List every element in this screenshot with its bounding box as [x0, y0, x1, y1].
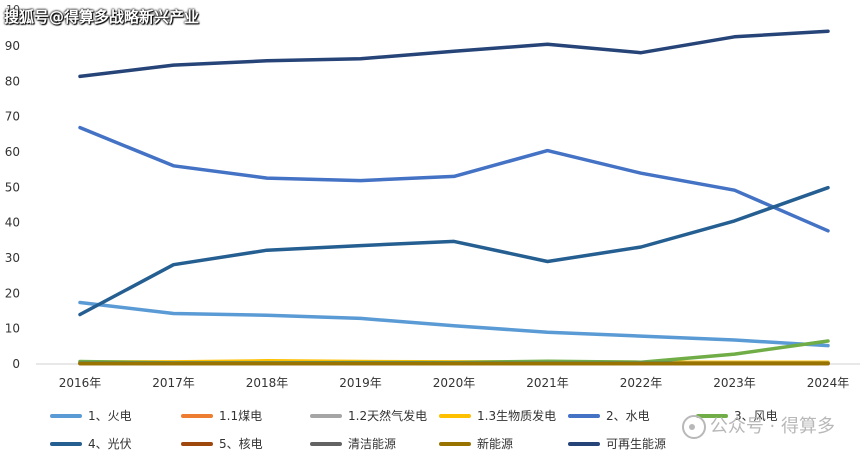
series-line — [78, 185, 830, 317]
legend-label: 清洁能源 — [348, 437, 396, 451]
y-tick-label: 80 — [5, 74, 20, 88]
x-tick-label: 2020年 — [433, 376, 476, 390]
y-tick-label: 30 — [5, 251, 20, 265]
x-tick-label: 2023年 — [713, 376, 756, 390]
y-axis-unit: 10 — [6, 3, 20, 16]
series-line — [78, 300, 830, 348]
series-line — [78, 29, 830, 79]
y-tick-label: 90 — [5, 39, 20, 53]
legend-label: 可再生能源 — [606, 437, 666, 451]
y-tick-label: 20 — [5, 286, 20, 300]
y-tick-label: 60 — [5, 145, 20, 159]
legend-label: 3、风电 — [734, 409, 778, 423]
legend-label: 1.2天然气发电 — [348, 408, 427, 423]
x-tick-label: 2022年 — [620, 376, 663, 390]
y-tick-label: 50 — [5, 180, 20, 194]
legend-label: 新能源 — [477, 436, 513, 451]
series-line — [78, 339, 830, 365]
legend: 1、火电 1.1煤电 1.2天然气发电 1.3生物质发电 2、水电 3、风电 4、光伏 5、核… — [50, 408, 778, 451]
wechat-icon — [681, 415, 706, 439]
series-lines — [78, 29, 830, 366]
x-axis-ticks: 2016年 2017年 2018年 2019年 2020年 2021年 2022年 2023年… — [59, 376, 850, 390]
y-axis-ticks: 0 10 20 30 40 50 60 70 80 90 — [5, 39, 20, 371]
watermark-bottom: 公众号 · 得算多 — [681, 412, 835, 439]
x-tick-label: 2017年 — [152, 376, 195, 390]
y-tick-label: 70 — [5, 110, 20, 124]
legend-label: 5、核电 — [219, 437, 263, 451]
legend-label: 1、火电 — [88, 409, 132, 423]
x-tick-label: 2021年 — [526, 376, 569, 390]
y-tick-label: 40 — [5, 216, 20, 230]
legend-label: 1.1煤电 — [219, 409, 262, 423]
y-tick-label: 10 — [5, 322, 20, 336]
series-line — [78, 125, 830, 233]
legend-label: 1.3生物质发电 — [477, 408, 556, 423]
x-tick-label: 2016年 — [59, 376, 102, 390]
watermark-top: 搜狐号@得算多战略新兴产业 — [4, 8, 200, 26]
watermark-bottom-text: 公众号 · 得算多 — [709, 416, 835, 437]
x-tick-label: 2019年 — [339, 376, 382, 390]
legend-label: 4、光伏 — [88, 437, 132, 451]
legend-label: 2、水电 — [606, 409, 650, 423]
y-tick-label: 0 — [12, 357, 20, 371]
x-tick-label: 2018年 — [246, 376, 289, 390]
x-tick-label: 2024年 — [807, 376, 850, 390]
